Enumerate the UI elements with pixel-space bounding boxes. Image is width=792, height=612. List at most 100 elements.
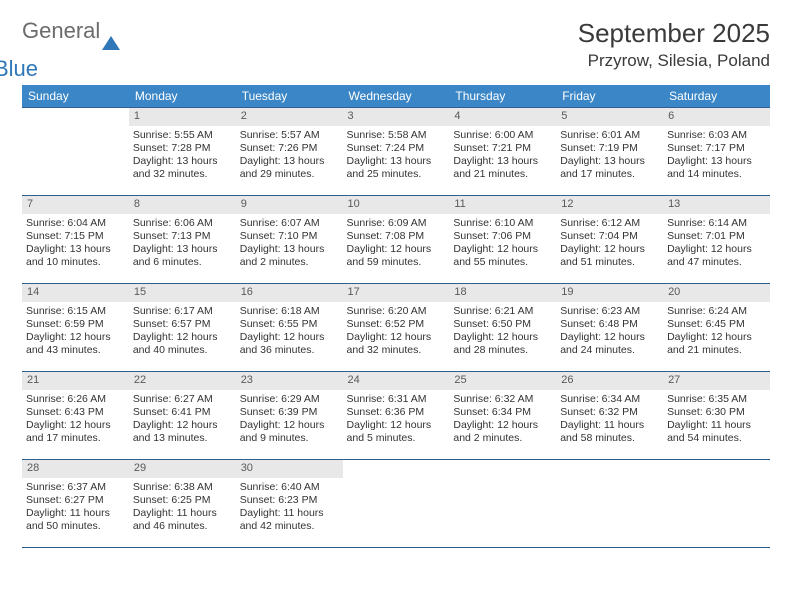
calendar-cell bbox=[556, 460, 663, 548]
daylight2-text: and 42 minutes. bbox=[240, 520, 339, 533]
sunset-text: Sunset: 6:50 PM bbox=[453, 318, 552, 331]
calendar-cell: 1Sunrise: 5:55 AMSunset: 7:28 PMDaylight… bbox=[129, 108, 236, 196]
daylight1-text: Daylight: 13 hours bbox=[347, 155, 446, 168]
daylight1-text: Daylight: 12 hours bbox=[667, 331, 766, 344]
daylight2-text: and 10 minutes. bbox=[26, 256, 125, 269]
daylight1-text: Daylight: 11 hours bbox=[26, 507, 125, 520]
sunset-text: Sunset: 7:24 PM bbox=[347, 142, 446, 155]
sunrise-text: Sunrise: 6:01 AM bbox=[560, 129, 659, 142]
calendar-row: 1Sunrise: 5:55 AMSunset: 7:28 PMDaylight… bbox=[22, 108, 770, 196]
calendar-cell: 28Sunrise: 6:37 AMSunset: 6:27 PMDayligh… bbox=[22, 460, 129, 548]
sunset-text: Sunset: 6:57 PM bbox=[133, 318, 232, 331]
sunrise-text: Sunrise: 6:15 AM bbox=[26, 305, 125, 318]
daylight1-text: Daylight: 13 hours bbox=[667, 155, 766, 168]
calendar-cell: 22 Sunrise: 6:27 AMSunset: 6:41 PMDayligh… bbox=[129, 372, 236, 460]
sunset-text: Sunset: 6:23 PM bbox=[240, 494, 339, 507]
calendar-cell: 30Sunrise: 6:40 AMSunset: 6:23 PMDayligh… bbox=[236, 460, 343, 548]
dayhdr-thu: Thursday bbox=[449, 85, 556, 108]
daylight2-text: and 24 minutes. bbox=[560, 344, 659, 357]
dayhdr-sat: Saturday bbox=[663, 85, 770, 108]
daylight1-text: Daylight: 12 hours bbox=[347, 331, 446, 344]
calendar-cell bbox=[449, 460, 556, 548]
sunrise-text: Sunrise: 6:09 AM bbox=[347, 217, 446, 230]
cell-body: Sunrise: 6:37 AMSunset: 6:27 PMDaylight:… bbox=[22, 478, 129, 538]
sunset-text: Sunset: 6:45 PM bbox=[667, 318, 766, 331]
cell-body: Sunrise: 6:38 AMSunset: 6:25 PMDaylight:… bbox=[129, 478, 236, 538]
day-number: 25 bbox=[449, 372, 556, 390]
calendar-cell: 10Sunrise: 6:09 AMSunset: 7:08 PMDayligh… bbox=[343, 196, 450, 284]
sunset-text: Sunset: 6:48 PM bbox=[560, 318, 659, 331]
daylight2-text: and 54 minutes. bbox=[667, 432, 766, 445]
daylight1-text: Daylight: 12 hours bbox=[26, 331, 125, 344]
calendar-cell: 2Sunrise: 5:57 AMSunset: 7:26 PMDaylight… bbox=[236, 108, 343, 196]
day-number: 4 bbox=[449, 108, 556, 126]
sunrise-text: Sunrise: 6:18 AM bbox=[240, 305, 339, 318]
cell-body: Sunrise: 6:21 AMSunset: 6:50 PMDaylight:… bbox=[449, 302, 556, 362]
day-number: 23 bbox=[236, 372, 343, 390]
day-number: 15 bbox=[129, 284, 236, 302]
title-block: September 2025 Przyrow, Silesia, Poland bbox=[578, 18, 770, 71]
calendar-cell: 26Sunrise: 6:34 AMSunset: 6:32 PMDayligh… bbox=[556, 372, 663, 460]
sunset-text: Sunset: 7:01 PM bbox=[667, 230, 766, 243]
day-number: 16 bbox=[236, 284, 343, 302]
daylight1-text: Daylight: 12 hours bbox=[347, 419, 446, 432]
sunset-text: Sunset: 6:41 PM bbox=[133, 406, 232, 419]
day-number: 1 bbox=[129, 108, 236, 126]
day-number: 24 bbox=[343, 372, 450, 390]
cell-body: Sunrise: 6:14 AMSunset: 7:01 PMDaylight:… bbox=[663, 214, 770, 274]
calendar-row: 28Sunrise: 6:37 AMSunset: 6:27 PMDayligh… bbox=[22, 460, 770, 548]
day-number: 14 bbox=[22, 284, 129, 302]
calendar-cell: 14Sunrise: 6:15 AMSunset: 6:59 PMDayligh… bbox=[22, 284, 129, 372]
day-number: 20 bbox=[663, 284, 770, 302]
sunrise-text: Sunrise: 6:23 AM bbox=[560, 305, 659, 318]
sunrise-text: Sunrise: 6:24 AM bbox=[667, 305, 766, 318]
daylight1-text: Daylight: 13 hours bbox=[453, 155, 552, 168]
sunset-text: Sunset: 6:43 PM bbox=[26, 406, 125, 419]
daylight2-text: and 40 minutes. bbox=[133, 344, 232, 357]
dayhdr-fri: Friday bbox=[556, 85, 663, 108]
header: General Blue September 2025 Przyrow, Sil… bbox=[22, 18, 770, 71]
calendar-cell: 17Sunrise: 6:20 AMSunset: 6:52 PMDayligh… bbox=[343, 284, 450, 372]
sunset-text: Sunset: 6:27 PM bbox=[26, 494, 125, 507]
cell-body: Sunrise: 6:15 AMSunset: 6:59 PMDaylight:… bbox=[22, 302, 129, 362]
daylight2-text: and 28 minutes. bbox=[453, 344, 552, 357]
sunrise-text: Sunrise: 6:06 AM bbox=[133, 217, 232, 230]
cell-body: Sunrise: 6:01 AMSunset: 7:19 PMDaylight:… bbox=[556, 126, 663, 186]
daylight1-text: Daylight: 13 hours bbox=[240, 155, 339, 168]
day-number: 30 bbox=[236, 460, 343, 478]
sunrise-text: Sunrise: 6:31 AM bbox=[347, 393, 446, 406]
daylight2-text: and 47 minutes. bbox=[667, 256, 766, 269]
day-header-row: Sunday Monday Tuesday Wednesday Thursday… bbox=[22, 85, 770, 108]
daylight2-text: and 2 minutes. bbox=[453, 432, 552, 445]
sunrise-text: Sunrise: 6:10 AM bbox=[453, 217, 552, 230]
sunset-text: Sunset: 6:34 PM bbox=[453, 406, 552, 419]
sunset-text: Sunset: 7:06 PM bbox=[453, 230, 552, 243]
calendar-cell: 12Sunrise: 6:12 AMSunset: 7:04 PMDayligh… bbox=[556, 196, 663, 284]
sunrise-text: Sunrise: 6:00 AM bbox=[453, 129, 552, 142]
day-number: 22 bbox=[129, 372, 236, 390]
daylight1-text: Daylight: 11 hours bbox=[667, 419, 766, 432]
sunrise-text: Sunrise: 5:55 AM bbox=[133, 129, 232, 142]
daylight1-text: Daylight: 12 hours bbox=[133, 331, 232, 344]
day-number: 3 bbox=[343, 108, 450, 126]
sunrise-text: Sunrise: 6:12 AM bbox=[560, 217, 659, 230]
sunrise-text: Sunrise: 6:17 AM bbox=[133, 305, 232, 318]
daylight1-text: Daylight: 13 hours bbox=[133, 155, 232, 168]
day-number: 29 bbox=[129, 460, 236, 478]
daylight1-text: Daylight: 12 hours bbox=[133, 419, 232, 432]
sunset-text: Sunset: 7:26 PM bbox=[240, 142, 339, 155]
calendar-row: 14Sunrise: 6:15 AMSunset: 6:59 PMDayligh… bbox=[22, 284, 770, 372]
daylight1-text: Daylight: 11 hours bbox=[133, 507, 232, 520]
sunrise-text: Sunrise: 6:21 AM bbox=[453, 305, 552, 318]
sunset-text: Sunset: 6:55 PM bbox=[240, 318, 339, 331]
sunrise-text: Sunrise: 6:27 AM bbox=[133, 393, 232, 406]
brand-triangle-icon bbox=[102, 19, 120, 50]
calendar-cell: 15 Sunrise: 6:17 AMSunset: 6:57 PMDayligh… bbox=[129, 284, 236, 372]
calendar-table: Sunday Monday Tuesday Wednesday Thursday… bbox=[22, 85, 770, 548]
daylight1-text: Daylight: 12 hours bbox=[453, 331, 552, 344]
sunset-text: Sunset: 6:32 PM bbox=[560, 406, 659, 419]
day-number: 6 bbox=[663, 108, 770, 126]
sunset-text: Sunset: 7:17 PM bbox=[667, 142, 766, 155]
daylight2-text: and 17 minutes. bbox=[26, 432, 125, 445]
sunset-text: Sunset: 7:04 PM bbox=[560, 230, 659, 243]
